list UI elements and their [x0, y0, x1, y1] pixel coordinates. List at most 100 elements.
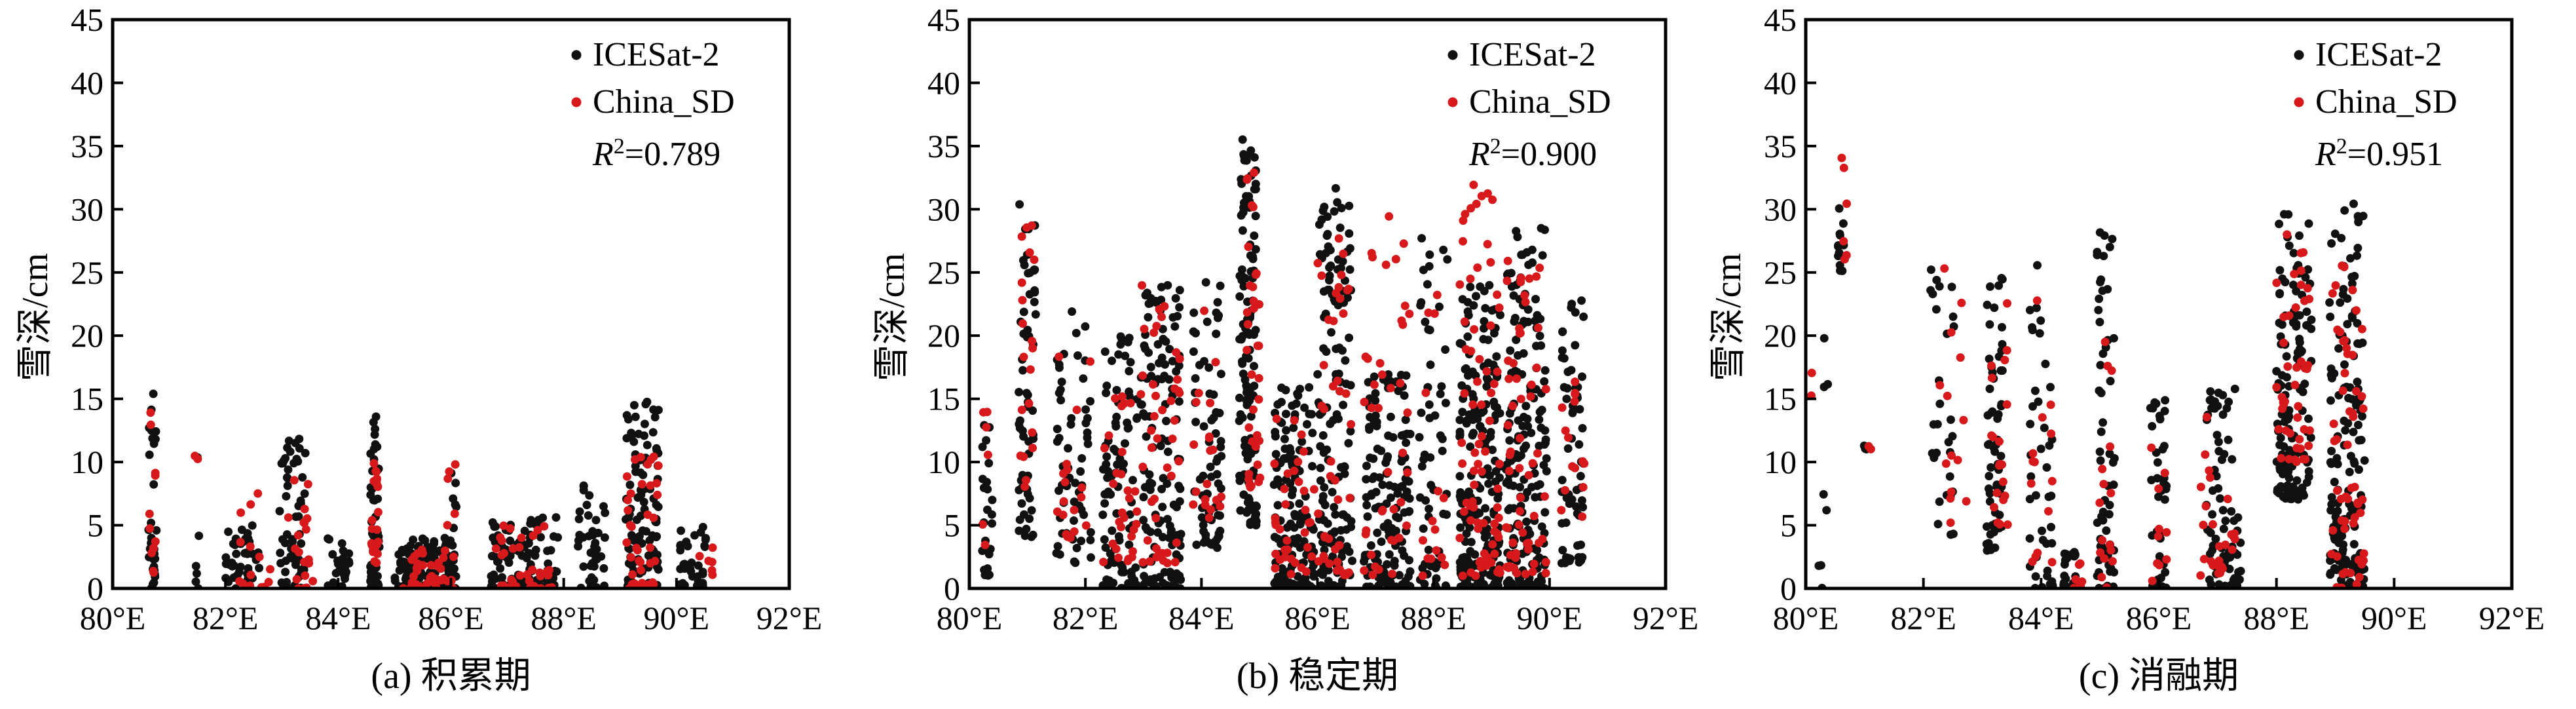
data-point	[255, 564, 264, 573]
data-point	[1469, 301, 1478, 310]
data-point	[589, 575, 599, 584]
data-point	[1571, 377, 1580, 387]
data-point	[1402, 487, 1411, 496]
data-point	[1539, 461, 1548, 470]
data-point	[1494, 533, 1503, 542]
data-point	[2338, 261, 2347, 270]
data-point	[1439, 245, 1448, 254]
data-point	[2343, 440, 2352, 450]
data-point	[1283, 469, 1292, 478]
data-point	[1493, 290, 1502, 299]
data-point	[1949, 529, 1958, 539]
data-point	[2333, 507, 2342, 516]
data-point	[145, 524, 155, 533]
data-point	[2147, 443, 2156, 452]
data-point	[2045, 441, 2054, 450]
data-point	[2291, 303, 2300, 312]
data-point	[1076, 467, 1085, 476]
data-point	[2154, 524, 2163, 533]
data-point	[281, 567, 290, 577]
data-point	[1277, 398, 1286, 407]
data-point	[2034, 397, 2043, 406]
data-point	[1839, 163, 1848, 172]
data-point	[2153, 559, 2162, 568]
data-point	[1282, 536, 1292, 545]
data-point	[1516, 394, 1525, 404]
data-point	[2296, 444, 2305, 453]
data-point	[2289, 280, 2298, 290]
data-point	[2358, 495, 2367, 504]
data-point	[2046, 400, 2055, 410]
data-point	[1372, 488, 1381, 497]
data-point	[2003, 520, 2012, 529]
data-point	[1569, 407, 1578, 416]
data-point	[1157, 282, 1166, 292]
data-point	[2105, 242, 2114, 252]
data-point	[2030, 386, 2040, 395]
data-point	[1347, 420, 1356, 429]
data-point	[1025, 248, 1034, 257]
data-point	[1466, 442, 1475, 451]
data-point	[1066, 420, 1075, 429]
data-point	[1163, 479, 1172, 488]
data-point	[1366, 541, 1375, 550]
data-point	[1083, 413, 1092, 423]
data-point	[1214, 510, 1223, 520]
data-point	[2343, 349, 2352, 358]
data-point	[1111, 422, 1121, 431]
data-point	[2346, 254, 2355, 263]
data-point	[1374, 404, 1383, 413]
data-point	[236, 508, 246, 517]
data-point	[1346, 381, 1355, 390]
data-point	[2230, 574, 2239, 583]
data-point	[2327, 550, 2336, 559]
data-point	[149, 543, 158, 552]
data-point	[2341, 426, 2350, 435]
data-point	[504, 558, 513, 567]
data-point	[2228, 455, 2237, 464]
data-point	[2305, 426, 2314, 435]
data-point	[1986, 282, 1994, 291]
data-point	[1291, 512, 1299, 521]
data-point	[225, 560, 234, 569]
data-point	[1987, 463, 1996, 472]
data-point	[2348, 409, 2357, 418]
data-point	[1015, 387, 1024, 396]
data-point	[1383, 468, 1392, 476]
data-point	[625, 521, 635, 530]
data-point	[1136, 400, 1146, 409]
data-point	[1337, 271, 1346, 280]
data-point	[440, 546, 449, 555]
data-point	[1561, 486, 1569, 495]
data-point	[1077, 454, 1087, 463]
data-point	[1377, 507, 1387, 516]
data-point	[2336, 495, 2345, 503]
data-point	[2097, 427, 2106, 436]
data-point	[1388, 569, 1396, 579]
data-point	[1237, 211, 1246, 220]
data-point	[2333, 486, 2342, 495]
data-point	[1216, 502, 1225, 511]
data-point	[2230, 385, 2239, 393]
data-point	[1464, 311, 1473, 320]
data-point	[2275, 290, 2284, 299]
data-point	[1141, 523, 1150, 532]
data-point	[1153, 340, 1163, 349]
data-point	[1541, 569, 1550, 578]
data-point	[2279, 442, 2288, 451]
data-point	[628, 570, 637, 579]
data-point	[1123, 556, 1132, 565]
data-point	[1417, 234, 1427, 243]
data-point	[1126, 358, 1135, 367]
data-point	[450, 509, 459, 518]
y-tick-label: 5	[944, 507, 960, 544]
data-point	[1470, 480, 1479, 489]
x-tick-label: 86°E	[418, 600, 484, 636]
data-point	[1571, 463, 1580, 472]
x-tick-label: 88°E	[531, 600, 597, 636]
data-point	[2099, 349, 2108, 358]
data-point	[1932, 305, 1941, 314]
data-point	[2355, 339, 2364, 349]
data-point	[1254, 395, 1263, 404]
